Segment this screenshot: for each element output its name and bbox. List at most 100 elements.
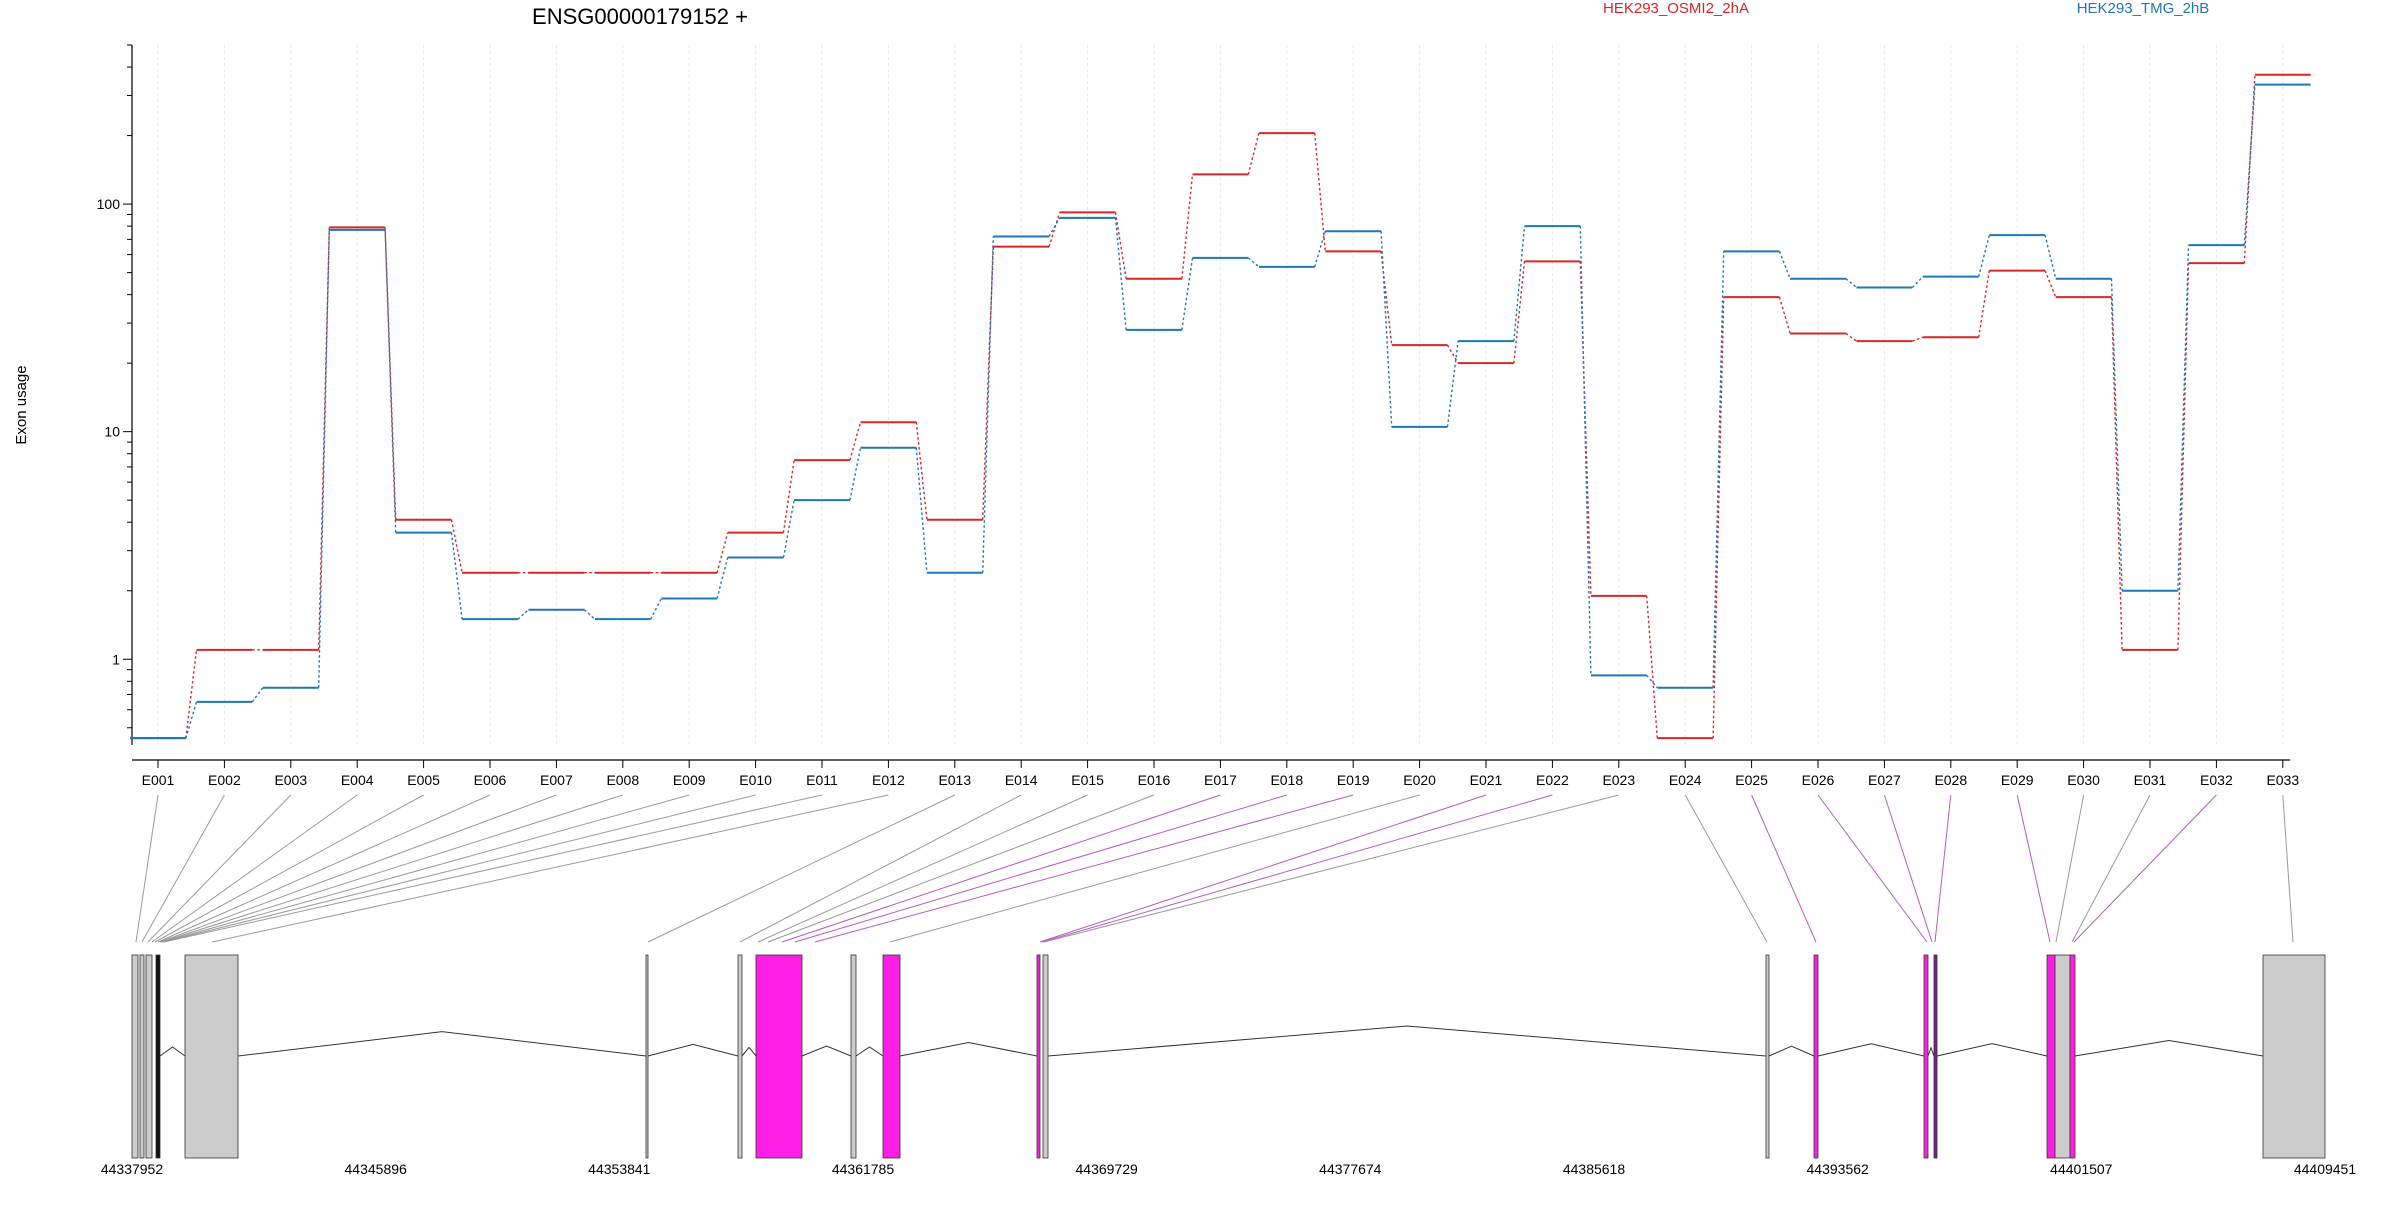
data-connector — [981, 246, 995, 520]
data-connector — [1247, 257, 1260, 268]
exon-connector — [1039, 794, 1487, 943]
x-tick-label: E024 — [1669, 772, 1702, 788]
x-tick-label: E020 — [1403, 772, 1436, 788]
exon-connector — [1684, 794, 1768, 943]
y-tick-label: 100 — [97, 196, 121, 212]
x-tick-label: E031 — [2134, 772, 2167, 788]
data-connector — [1978, 235, 1990, 277]
exon-block — [737, 954, 743, 1159]
exon-block — [755, 954, 803, 1159]
x-tick-label: E033 — [2266, 772, 2299, 788]
genomic-tick-label: 44385618 — [1563, 1161, 1626, 1177]
exon-block — [145, 954, 153, 1159]
exon-block — [155, 954, 161, 1159]
exon-connector — [135, 794, 159, 943]
x-tick-label: E006 — [474, 772, 507, 788]
exon-connector — [2016, 794, 2051, 943]
genomic-tick-label: 44353841 — [588, 1161, 651, 1177]
data-connector — [251, 687, 264, 703]
y-tick-label: 1 — [112, 651, 120, 667]
data-connector — [1114, 217, 1127, 330]
data-connector — [1048, 217, 1061, 237]
intron — [1927, 1046, 1935, 1057]
exon-connector — [794, 794, 1287, 943]
exon-connector — [151, 794, 358, 943]
x-tick-label: E009 — [673, 772, 706, 788]
x-tick-label: E004 — [341, 772, 374, 788]
exon-connector — [1934, 794, 1952, 943]
data-connector — [716, 532, 729, 573]
exon-connector — [160, 794, 623, 943]
exon-connector — [757, 794, 1088, 943]
exon-connector — [2071, 794, 2151, 943]
exon-connector — [2073, 794, 2217, 943]
data-connector — [1712, 297, 1725, 739]
data-connector — [1513, 226, 1526, 342]
intron — [741, 1046, 757, 1057]
exon-connector — [1817, 794, 1928, 943]
x-tick-label: E015 — [1071, 772, 1104, 788]
x-axis: E001 E002 E003 E004 E005 E006 E007 E008 E009 E010… — [132, 759, 2299, 788]
data-connector — [185, 649, 198, 739]
intron — [237, 1031, 647, 1057]
x-tick-label: E019 — [1337, 772, 1370, 788]
x-tick-label: E002 — [208, 772, 241, 788]
x-tick-label: E026 — [1802, 772, 1835, 788]
exon-connector — [647, 794, 956, 943]
genomic-coordinate-axis: 44337952 44345896 44353841 44361785 44369729… — [101, 1161, 2357, 1177]
data-connector — [1845, 278, 1857, 289]
exon-connector — [2055, 794, 2085, 943]
exon-block — [645, 954, 649, 1159]
series-0 — [130, 73, 2311, 740]
exon-block — [2069, 954, 2076, 1159]
x-tick-label: E028 — [1934, 772, 1967, 788]
x-tick-label: E022 — [1536, 772, 1569, 788]
x-tick-label: E021 — [1470, 772, 1503, 788]
intron — [1047, 1025, 1767, 1057]
exon-connector — [161, 794, 690, 943]
data-connector — [915, 422, 928, 520]
exon-connector — [157, 794, 491, 943]
x-tick-label: E008 — [606, 772, 639, 788]
intron — [855, 1046, 884, 1057]
genomic-tick-label: 44393562 — [1807, 1161, 1870, 1177]
exon-connector — [739, 794, 1022, 943]
series-1 — [130, 83, 2311, 740]
x-tick-label: E003 — [274, 772, 307, 788]
intron — [1768, 1045, 1815, 1057]
x-tick-label: E032 — [2200, 772, 2233, 788]
data-connector — [1380, 231, 1393, 427]
data-connector — [2177, 245, 2190, 591]
x-tick-label: E014 — [1005, 772, 1038, 788]
intron — [899, 1042, 1038, 1057]
exon-block — [1765, 954, 1770, 1159]
exon-connector — [162, 794, 756, 943]
data-connector — [1646, 674, 1658, 689]
data-connector — [1845, 332, 1857, 342]
x-tick-label: E017 — [1204, 772, 1237, 788]
data-connector — [1313, 133, 1327, 252]
exon-connector — [1041, 794, 1553, 943]
data-connector — [1114, 212, 1127, 279]
exon-block — [1933, 954, 1938, 1159]
data-connector — [782, 460, 795, 533]
x-tick-label: E011 — [806, 772, 838, 788]
exon-connector — [211, 794, 889, 943]
data-connector — [2044, 235, 2057, 279]
data-connector — [1712, 251, 1725, 688]
exon-block — [1042, 954, 1049, 1159]
data-connector — [1579, 226, 1592, 676]
x-tick-label: E012 — [872, 772, 905, 788]
exon-block — [1813, 954, 1819, 1159]
chart-title: ENSG00000179152 + — [532, 4, 748, 29]
data-connector — [1912, 336, 1924, 342]
genomic-tick-label: 44337952 — [101, 1161, 164, 1177]
data-connector — [1778, 251, 1791, 279]
exon-connector — [1883, 794, 1933, 943]
genomic-tick-label: 44409451 — [2294, 1161, 2357, 1177]
genomic-tick-label: 44361785 — [832, 1161, 895, 1177]
intron — [159, 1046, 186, 1057]
exon-connectors — [135, 794, 2294, 943]
data-connector — [384, 227, 397, 520]
data-connector — [1645, 595, 1659, 739]
